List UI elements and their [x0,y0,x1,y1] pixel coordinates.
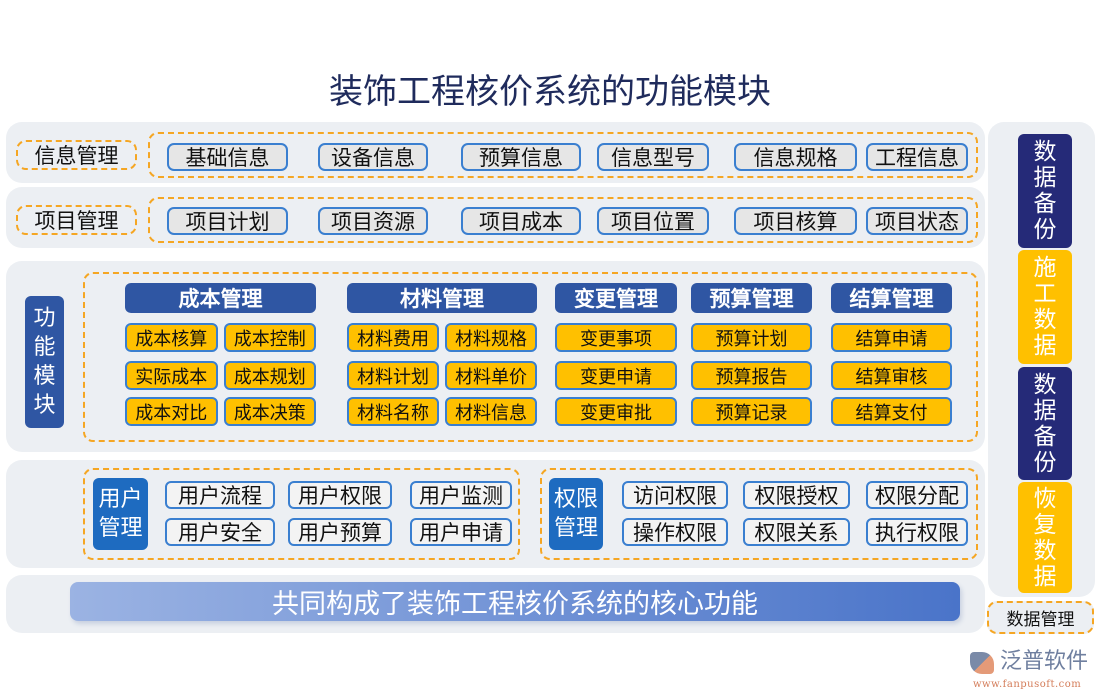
info-container [148,132,978,178]
project-item[interactable]: 项目成本 [461,207,581,235]
group-item[interactable]: 成本决策 [223,397,316,426]
group-item[interactable]: 材料信息 [445,397,537,426]
group-item[interactable]: 变更事项 [555,323,677,352]
perm-item[interactable]: 执行权限 [866,518,968,546]
group-item[interactable]: 预算记录 [691,397,812,426]
logo-url: www.fanpusoft.com [973,679,1082,690]
logo-icon [970,652,994,674]
user-item[interactable]: 用户监测 [410,481,512,509]
group-item[interactable]: 材料计划 [347,361,439,390]
user-container [83,468,520,560]
group-item[interactable]: 变更审批 [555,397,677,426]
page-title: 装饰工程核价系统的功能模块 [329,72,771,112]
project-item[interactable]: 项目位置 [597,207,709,235]
group-item[interactable]: 结算申请 [831,323,952,352]
group-header: 材料管理 [347,283,537,313]
perm-item[interactable]: 权限关系 [743,518,850,546]
footer-banner: 共同构成了装饰工程核价系统的核心功能 [70,582,960,621]
info-label: 信息管理 [16,140,137,170]
data-block: 数据备份 [1018,134,1072,248]
group-item[interactable]: 实际成本 [125,361,218,390]
function-label: 功能模块 [25,296,64,428]
project-item[interactable]: 项目状态 [866,207,968,235]
group-item[interactable]: 材料规格 [445,323,537,352]
info-item[interactable]: 设备信息 [318,143,428,171]
group-header: 结算管理 [831,283,952,313]
project-item[interactable]: 项目资源 [318,207,428,235]
group-item[interactable]: 成本核算 [125,323,218,352]
perm-item[interactable]: 操作权限 [622,518,728,546]
user-item[interactable]: 用户流程 [165,481,275,509]
info-item[interactable]: 信息型号 [597,143,709,171]
perm-label: 权限管理 [549,478,603,550]
logo: 泛普软件 www.fanpusoft.com [968,650,1096,694]
group-item[interactable]: 材料费用 [347,323,439,352]
user-item[interactable]: 用户申请 [410,518,512,546]
user-item[interactable]: 用户权限 [288,481,392,509]
info-item[interactable]: 工程信息 [866,143,968,171]
data-block: 施工数据 [1018,250,1072,364]
group-item[interactable]: 预算报告 [691,361,812,390]
user-label: 用户管理 [93,478,148,550]
project-item[interactable]: 项目计划 [167,207,288,235]
data-block: 恢复数据 [1018,482,1072,593]
group-item[interactable]: 材料单价 [445,361,537,390]
perm-item[interactable]: 权限授权 [743,481,850,509]
group-item[interactable]: 结算支付 [831,397,952,426]
user-perm-panel [6,460,985,568]
group-item[interactable]: 成本对比 [125,397,218,426]
group-header: 成本管理 [125,283,316,313]
data-block: 数据备份 [1018,367,1072,480]
info-item[interactable]: 基础信息 [167,143,288,171]
user-item[interactable]: 用户安全 [165,518,275,546]
group-item[interactable]: 变更申请 [555,361,677,390]
group-item[interactable]: 材料名称 [347,397,439,426]
info-item[interactable]: 信息规格 [734,143,857,171]
group-item[interactable]: 预算计划 [691,323,812,352]
perm-item[interactable]: 访问权限 [622,481,728,509]
group-header: 变更管理 [555,283,677,313]
group-item[interactable]: 成本规划 [223,361,316,390]
function-container [83,272,978,442]
project-item[interactable]: 项目核算 [734,207,857,235]
perm-item[interactable]: 权限分配 [866,481,968,509]
group-item[interactable]: 结算审核 [831,361,952,390]
logo-name: 泛普软件 [1000,649,1089,674]
info-item[interactable]: 预算信息 [461,143,581,171]
group-item[interactable]: 成本控制 [223,323,316,352]
project-container [148,197,978,243]
group-header: 预算管理 [691,283,812,313]
project-label: 项目管理 [16,205,137,235]
data-mgmt-label: 数据管理 [987,601,1094,634]
user-item[interactable]: 用户预算 [288,518,392,546]
perm-container [540,468,978,560]
